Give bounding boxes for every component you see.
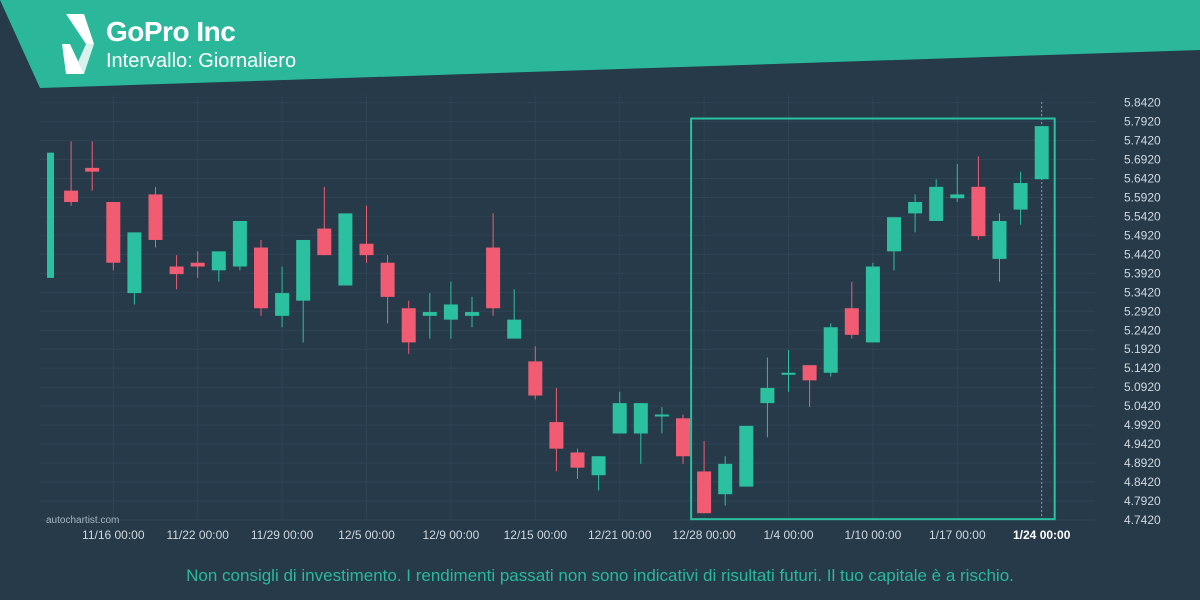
candle-up <box>275 293 290 316</box>
candle-up <box>887 217 901 252</box>
x-tick-label: 1/10 00:00 <box>845 528 902 542</box>
y-tick-label: 5.1420 <box>1124 361 1161 375</box>
x-tick-label: 11/22 00:00 <box>166 528 229 542</box>
candle-down <box>401 308 416 343</box>
candle-down <box>528 361 543 396</box>
candle-down <box>359 243 374 256</box>
y-tick-label: 5.6420 <box>1124 171 1161 185</box>
candle-up <box>950 194 965 199</box>
header-band <box>0 0 1200 88</box>
instrument-title: GoPro Inc <box>106 16 236 47</box>
candle-down <box>844 308 859 335</box>
candle-down <box>676 418 690 457</box>
y-tick-label: 5.7920 <box>1124 115 1161 129</box>
y-tick-label: 4.8920 <box>1124 456 1161 470</box>
candle-up <box>908 202 923 214</box>
y-tick-label: 4.7420 <box>1124 513 1161 527</box>
candle-down <box>148 194 163 240</box>
x-tick-label: 12/21 00:00 <box>588 528 652 542</box>
x-tick-label: 12/9 00:00 <box>423 528 480 542</box>
candle-down <box>169 266 184 275</box>
candle-up <box>443 304 458 320</box>
y-tick-label: 5.5920 <box>1124 190 1161 204</box>
candle-up <box>760 387 775 404</box>
x-tick-label: 1/24 00:00 <box>1013 528 1071 542</box>
candle-up <box>127 232 142 294</box>
disclaimer: Non consigli di investimento. I rendimen… <box>186 566 1014 585</box>
y-tick-label: 4.7920 <box>1124 494 1161 508</box>
candle-up <box>232 220 247 267</box>
candle-up <box>612 403 627 434</box>
candle-up <box>781 372 796 375</box>
y-tick-label: 5.0420 <box>1124 399 1161 413</box>
y-tick-label: 5.7420 <box>1124 134 1161 148</box>
y-tick-label: 4.8420 <box>1124 475 1161 489</box>
y-tick-label: 5.3420 <box>1124 285 1161 299</box>
x-tick-label: 12/28 00:00 <box>672 528 736 542</box>
candle-down <box>85 167 100 172</box>
y-tick-label: 4.9420 <box>1124 437 1161 451</box>
candle-up <box>1034 126 1049 180</box>
watermark: autochartist.com <box>46 515 120 526</box>
candle-down <box>254 247 268 309</box>
candle-down <box>380 262 395 297</box>
candle-up <box>739 425 754 487</box>
candle-down <box>64 190 79 203</box>
candle-up <box>865 266 880 343</box>
y-tick-label: 5.1920 <box>1124 342 1161 356</box>
candle-up <box>338 213 353 286</box>
candle-down <box>697 471 712 514</box>
candle-up <box>992 220 1007 259</box>
y-tick-label: 5.6920 <box>1124 153 1161 167</box>
y-tick-label: 5.0920 <box>1124 380 1161 394</box>
x-tick-label: 1/17 00:00 <box>929 528 986 542</box>
candle-up <box>422 312 437 316</box>
candle-up <box>296 239 311 301</box>
candle-up <box>654 414 669 417</box>
candle-up <box>823 327 838 373</box>
candle-up <box>718 463 733 495</box>
candle-up <box>929 186 944 221</box>
candle-up <box>507 319 522 339</box>
interval-subtitle: Intervallo: Giornaliero <box>106 50 297 72</box>
x-tick-label: 11/29 00:00 <box>251 528 314 542</box>
candle-up <box>1013 183 1028 210</box>
y-tick-label: 5.2420 <box>1124 323 1161 337</box>
candle-down <box>802 365 817 381</box>
candle-up <box>591 456 606 476</box>
y-tick-label: 5.4420 <box>1124 247 1161 261</box>
candle-down <box>317 228 332 256</box>
candle-down <box>971 186 986 237</box>
y-tick-label: 5.4920 <box>1124 228 1161 242</box>
candle-up <box>47 152 54 278</box>
autochartist-logo-icon <box>62 14 94 74</box>
candle-up <box>465 312 479 316</box>
y-tick-label: 5.3920 <box>1124 266 1161 280</box>
candle-down <box>549 422 564 449</box>
y-tick-label: 5.2920 <box>1124 304 1161 318</box>
x-tick-label: 12/15 00:00 <box>504 528 568 542</box>
candle-down <box>570 452 585 468</box>
candle-down <box>106 202 121 263</box>
candlestick-chart: 5.8420 5.7920 5.7420 5.6920 5.6420 5.5920 5.54… <box>40 95 1161 542</box>
pattern-box <box>690 117 1056 521</box>
candle-down <box>190 262 205 267</box>
x-tick-label: 11/16 00:00 <box>82 528 145 542</box>
candle-up <box>633 403 648 434</box>
y-tick-label: 5.5420 <box>1124 209 1161 223</box>
candle-down <box>486 247 501 309</box>
y-tick-label: 5.8420 <box>1124 96 1161 110</box>
candle-up <box>211 251 226 271</box>
y-tick-label: 4.9920 <box>1124 418 1161 432</box>
x-tick-label: 12/5 00:00 <box>338 528 395 542</box>
x-tick-label: 1/4 00:00 <box>763 528 813 542</box>
